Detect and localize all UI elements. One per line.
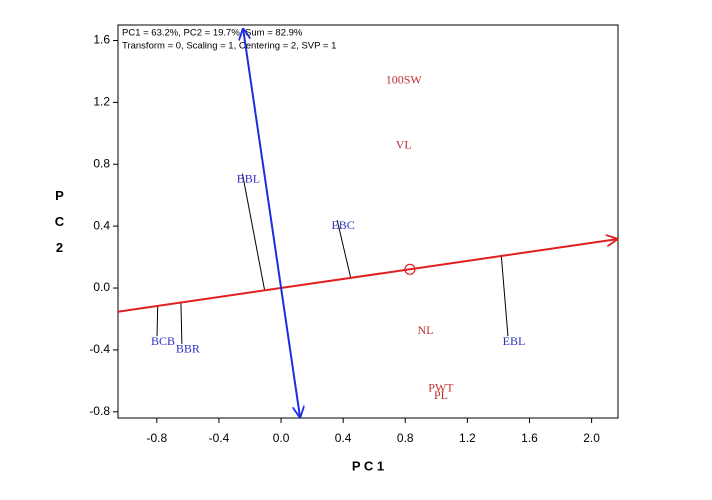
x-tick-label: -0.4: [209, 431, 230, 445]
annotation: PC1 = 63.2%, PC2 = 19.7%, Sum = 82.9%: [122, 28, 303, 39]
x-tick-label: 1.2: [459, 431, 476, 445]
y-tick-label: 1.6: [93, 33, 110, 47]
x-tick-label: 0.4: [335, 431, 352, 445]
x-tick-label: 1.6: [521, 431, 538, 445]
projection-line: [241, 173, 266, 291]
annotation: Transform = 0, Scaling = 1, Centering = …: [122, 41, 336, 52]
point-label: 100SW: [386, 72, 423, 86]
x-tick-label: 0.0: [273, 431, 290, 445]
y-tick-label: -0.4: [89, 342, 110, 356]
point-label: PWT: [428, 380, 454, 394]
projection-line: [156, 305, 159, 337]
point-label: BBR: [176, 342, 200, 356]
plot-frame: [117, 24, 619, 419]
projection-line: [180, 302, 183, 344]
point-label: NL: [417, 323, 433, 337]
projection-line: [336, 220, 352, 278]
point-label: PL: [434, 388, 448, 402]
point-label: EBL: [503, 334, 526, 348]
y-tick-label: -0.8: [89, 404, 110, 418]
y-tick-label: 0.0: [93, 280, 110, 294]
x-tick-label: 0.8: [397, 431, 414, 445]
x-axis-title: P C 1: [352, 458, 384, 473]
point-label: VL: [396, 137, 412, 151]
axis-line: [243, 28, 300, 418]
point-label: BBL: [237, 171, 260, 185]
y-tick-label: 0.4: [93, 218, 110, 232]
projection-line: [500, 255, 509, 337]
axis-line: [117, 239, 618, 313]
x-tick-label: -0.8: [146, 431, 167, 445]
mean-marker: [404, 263, 416, 275]
point-label: BCB: [151, 334, 175, 348]
y-axis-title: P C 2: [52, 188, 67, 253]
y-tick-label: 1.2: [93, 95, 110, 109]
point-label: EBC: [331, 218, 354, 232]
y-tick-label: 0.8: [93, 156, 110, 170]
x-tick-label: 2.0: [583, 431, 600, 445]
